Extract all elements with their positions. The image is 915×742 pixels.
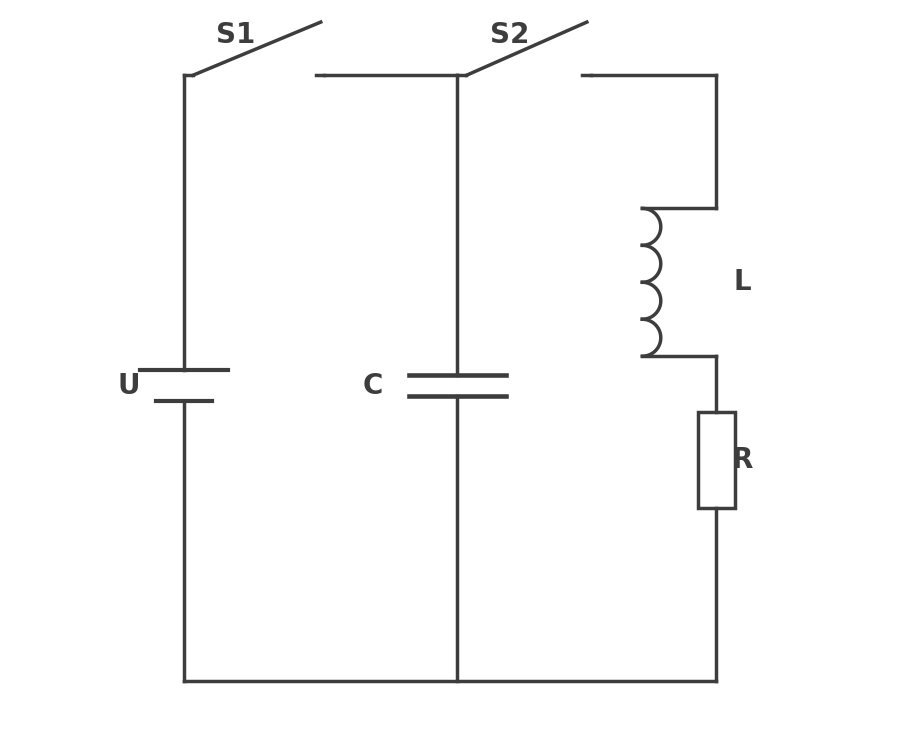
Text: C: C xyxy=(362,372,382,400)
Text: S1: S1 xyxy=(216,21,255,49)
Text: L: L xyxy=(733,269,751,296)
Text: S2: S2 xyxy=(490,21,529,49)
Text: R: R xyxy=(731,446,753,473)
Bar xyxy=(698,412,735,508)
Text: U: U xyxy=(117,372,140,400)
